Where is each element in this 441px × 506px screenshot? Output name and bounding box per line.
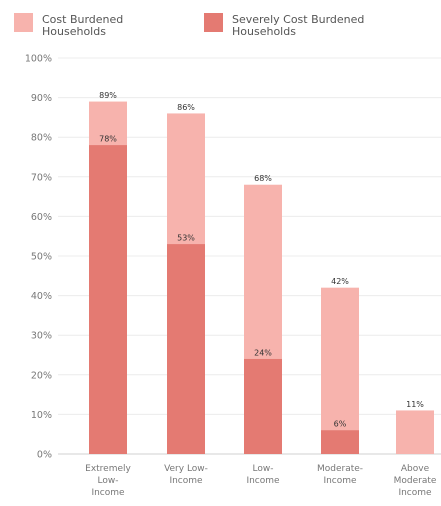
- data-label: 6%: [334, 420, 347, 429]
- bars: [89, 101, 434, 454]
- y-tick-label: 10%: [31, 410, 52, 421]
- bar-series2-cat2: [167, 244, 205, 454]
- y-tick-label: 30%: [31, 331, 52, 342]
- data-label: 68%: [254, 174, 272, 183]
- x-category-label: Very Low-Income: [164, 464, 208, 486]
- y-tick-label: 60%: [31, 212, 52, 223]
- legend-swatch-1: [14, 13, 33, 32]
- legend-label-1: Cost Burdened Households: [42, 13, 123, 38]
- legend: Cost Burdened Households Severely Cost Bur…: [14, 13, 364, 38]
- data-label: 86%: [177, 103, 195, 112]
- data-label: 89%: [99, 91, 117, 100]
- x-category-label: Above Moderate Income: [394, 464, 437, 498]
- y-tick-label: 100%: [25, 54, 52, 65]
- legend-label-2: Severely Cost Burdened Households: [232, 13, 364, 38]
- x-axis: Extremely Low-Income Very Low-Income Low-In…: [85, 464, 437, 498]
- data-label: 24%: [254, 348, 272, 357]
- y-tick-label: 20%: [31, 370, 52, 381]
- legend-swatch-2: [204, 13, 223, 32]
- value-labels: 89% 86% 68% 42% 11% 78% 53% 24% 6%: [99, 91, 424, 429]
- x-category-label: Moderate-Income: [317, 464, 363, 486]
- data-label: 53%: [177, 234, 195, 243]
- x-category-label: Extremely Low-Income: [85, 464, 131, 498]
- bar-series1-cat5: [396, 410, 434, 454]
- y-tick-label: 70%: [31, 172, 52, 183]
- x-category-label: Low-Income: [246, 464, 280, 486]
- y-tick-label: 0%: [37, 450, 52, 461]
- bar-series2-cat3: [244, 358, 282, 454]
- y-tick-label: 90%: [31, 93, 52, 104]
- y-tick-label: 40%: [31, 291, 52, 302]
- data-label: 11%: [406, 400, 424, 409]
- y-tick-label: 80%: [31, 133, 52, 144]
- bar-series2-cat4: [321, 430, 359, 454]
- y-axis: 0% 10% 20% 30% 40% 50% 60% 70% 80% 90% 100%: [25, 54, 52, 461]
- bar-series1-cat4: [321, 287, 359, 454]
- data-label: 78%: [99, 135, 117, 144]
- bar-series2-cat1: [89, 145, 127, 454]
- y-tick-label: 50%: [31, 252, 52, 263]
- data-label: 42%: [331, 277, 349, 286]
